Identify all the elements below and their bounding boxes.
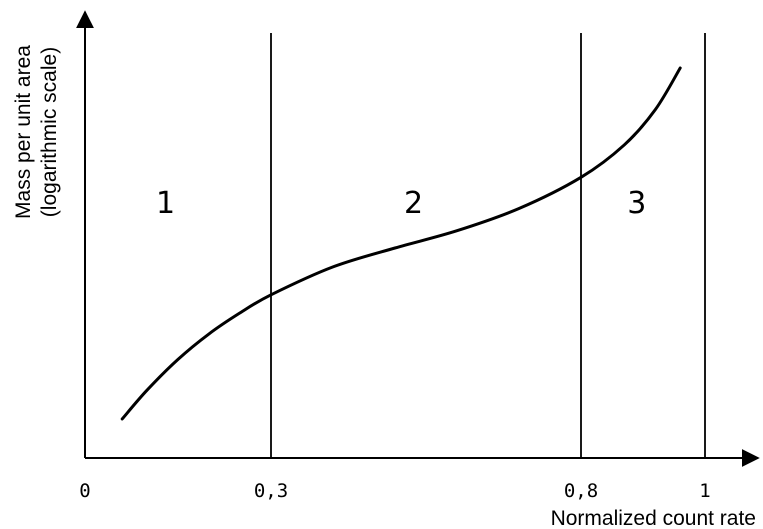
x-tick-label: 1 (699, 480, 710, 502)
y-axis-title-line-2: (logarithmic scale) (38, 47, 61, 217)
x-tick-label: 0,8 (564, 480, 598, 502)
x-tick-label: 0,3 (254, 480, 288, 502)
region-label-2: 2 (404, 186, 423, 221)
region-label-3: 3 (627, 186, 646, 221)
calibration-curve (120, 66, 682, 421)
region-label-1: 1 (156, 186, 175, 221)
y-axis-title-line-1: Mass per unit area (12, 45, 35, 219)
x-axis-title: Normalized count rate (551, 507, 756, 529)
x-tick-label: 0 (79, 480, 90, 502)
